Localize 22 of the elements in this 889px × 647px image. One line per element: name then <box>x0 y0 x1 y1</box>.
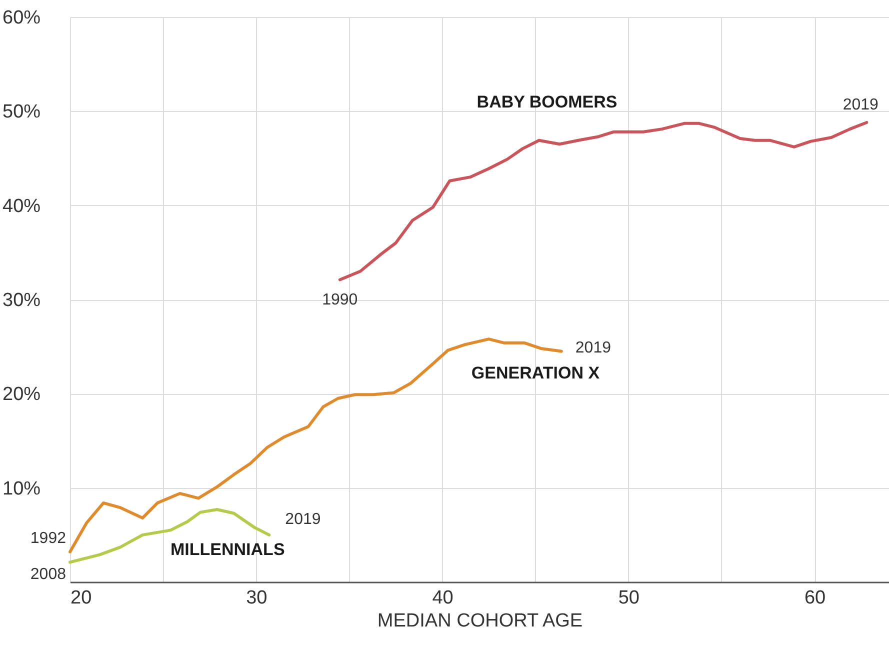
x-tick-label: 30 <box>246 588 268 608</box>
annotation: 2019 <box>285 510 321 528</box>
y-tick-label: 20% <box>2 384 41 406</box>
x-tick-label: 50 <box>618 588 640 608</box>
x-axis-title: MEDIAN COHORT AGE <box>377 610 583 632</box>
y-tick-label: 50% <box>2 102 41 123</box>
y-tick-label: 10% <box>2 478 41 500</box>
annotation: 2019 <box>575 339 612 356</box>
y-tick-label: 30% <box>2 290 41 311</box>
series-label: MILLENNIALS <box>170 540 285 560</box>
y-tick-label: 40% <box>2 196 41 217</box>
annotation: 1990 <box>322 292 358 309</box>
annotation: 2008 <box>30 566 66 584</box>
series-label: GENERATION X <box>471 363 600 382</box>
x-tick-label: 60 <box>804 588 826 608</box>
x-tick-label: 40 <box>432 588 454 608</box>
series-label: BABY BOOMERS <box>476 92 618 112</box>
annotation: 1992 <box>30 530 66 547</box>
y-tick-label: 60% <box>2 8 41 28</box>
x-tick-label: 20 <box>70 588 92 608</box>
line-series <box>338 120 868 282</box>
annotation: 2019 <box>842 96 879 114</box>
